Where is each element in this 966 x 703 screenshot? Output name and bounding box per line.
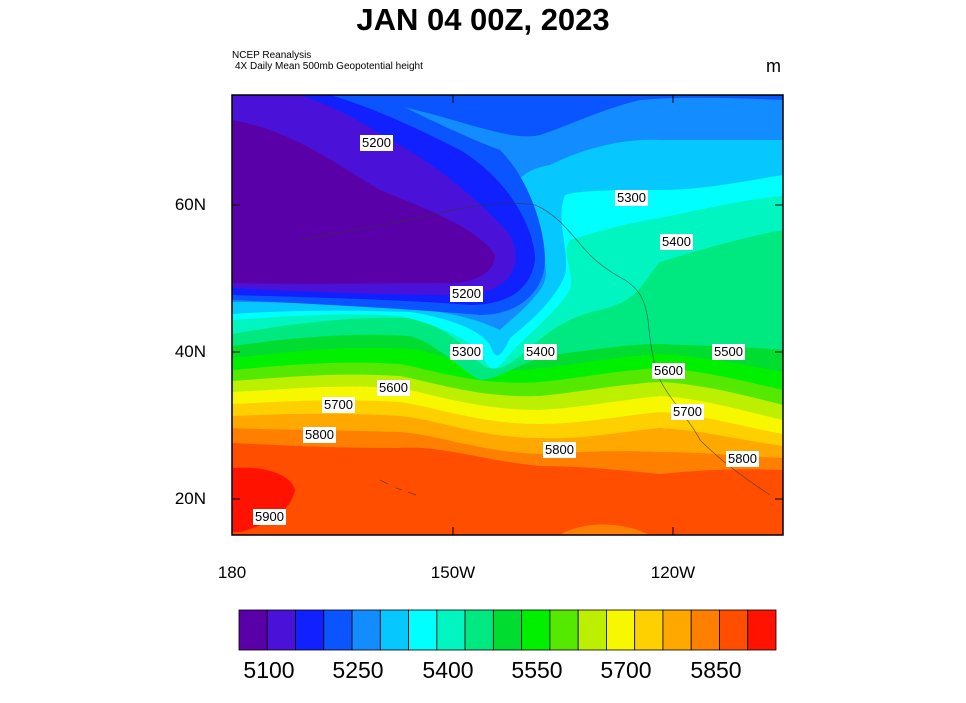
- contour-label: 5500: [712, 344, 745, 360]
- units-label: m: [766, 56, 781, 76]
- contour-label: 5200: [450, 286, 483, 302]
- colorbar-cell: [606, 609, 636, 651]
- lat-label-40n: 40N: [174, 342, 206, 361]
- contour-label: 5200: [360, 135, 393, 151]
- colorbar-cell: [690, 609, 720, 651]
- colorbar-cell: [464, 609, 494, 651]
- colorbar-cell: [747, 609, 777, 651]
- contour-label: 5600: [652, 363, 685, 379]
- colorbar-label: 5100: [243, 657, 295, 683]
- lon-label-180: 180: [217, 563, 247, 582]
- contour-label: 5700: [322, 397, 355, 413]
- colorbar-cell: [266, 609, 296, 651]
- contour-label: 5800: [726, 451, 759, 467]
- colorbar-label: 5550: [511, 657, 563, 683]
- colorbar-cell: [634, 609, 664, 651]
- colorbar-label: 5700: [600, 657, 652, 683]
- colorbar-label: 5400: [422, 657, 474, 683]
- variable-label: 4X Daily Mean 500mb Geopotential height: [235, 61, 423, 72]
- colorbar-cell: [238, 609, 268, 651]
- colorbar-cell: [719, 609, 749, 651]
- band-5850-patch: [560, 524, 650, 535]
- band-5900: [232, 467, 295, 532]
- contour-label: 5400: [660, 234, 693, 250]
- contour-label: 5900: [253, 509, 286, 525]
- contour-label: 5800: [543, 442, 576, 458]
- lon-label-150w: 150W: [430, 563, 476, 582]
- colorbar-label: 5250: [332, 657, 384, 683]
- contour-label: 5600: [377, 380, 410, 396]
- contour-label: 5300: [615, 190, 648, 206]
- colorbar-cell: [408, 609, 438, 651]
- contour-label: 5700: [671, 404, 704, 420]
- colorbar-cell: [295, 609, 325, 651]
- contour-fill-layer: [232, 95, 783, 535]
- contour-label: 5800: [303, 427, 336, 443]
- colorbar: [238, 609, 777, 651]
- colorbar-cell: [662, 609, 692, 651]
- colorbar-cell: [323, 609, 353, 651]
- lat-label-20n: 20N: [174, 489, 206, 508]
- contour-label: 5400: [524, 344, 557, 360]
- colorbar-cell: [379, 609, 409, 651]
- map-title: JAN 04 00Z, 2023: [356, 2, 610, 37]
- colorbar-cell: [492, 609, 523, 651]
- source-label: NCEP Reanalysis: [232, 50, 312, 61]
- colorbar-cell: [436, 609, 466, 651]
- band-5000: [232, 120, 495, 284]
- colorbar-cell: [351, 609, 381, 651]
- lon-label-120w: 120W: [650, 563, 696, 582]
- colorbar-cell: [549, 609, 579, 651]
- colorbar-cell: [577, 609, 607, 651]
- band-5150: [232, 95, 783, 137]
- contour-label: 5300: [450, 344, 483, 360]
- tick-marks: [231, 95, 783, 535]
- plot-frame: [231, 94, 784, 536]
- colorbar-label: 5850: [690, 657, 742, 683]
- coastline-layer: [299, 203, 771, 496]
- colorbar-cell: [521, 609, 551, 651]
- lat-label-60n: 60N: [174, 195, 206, 214]
